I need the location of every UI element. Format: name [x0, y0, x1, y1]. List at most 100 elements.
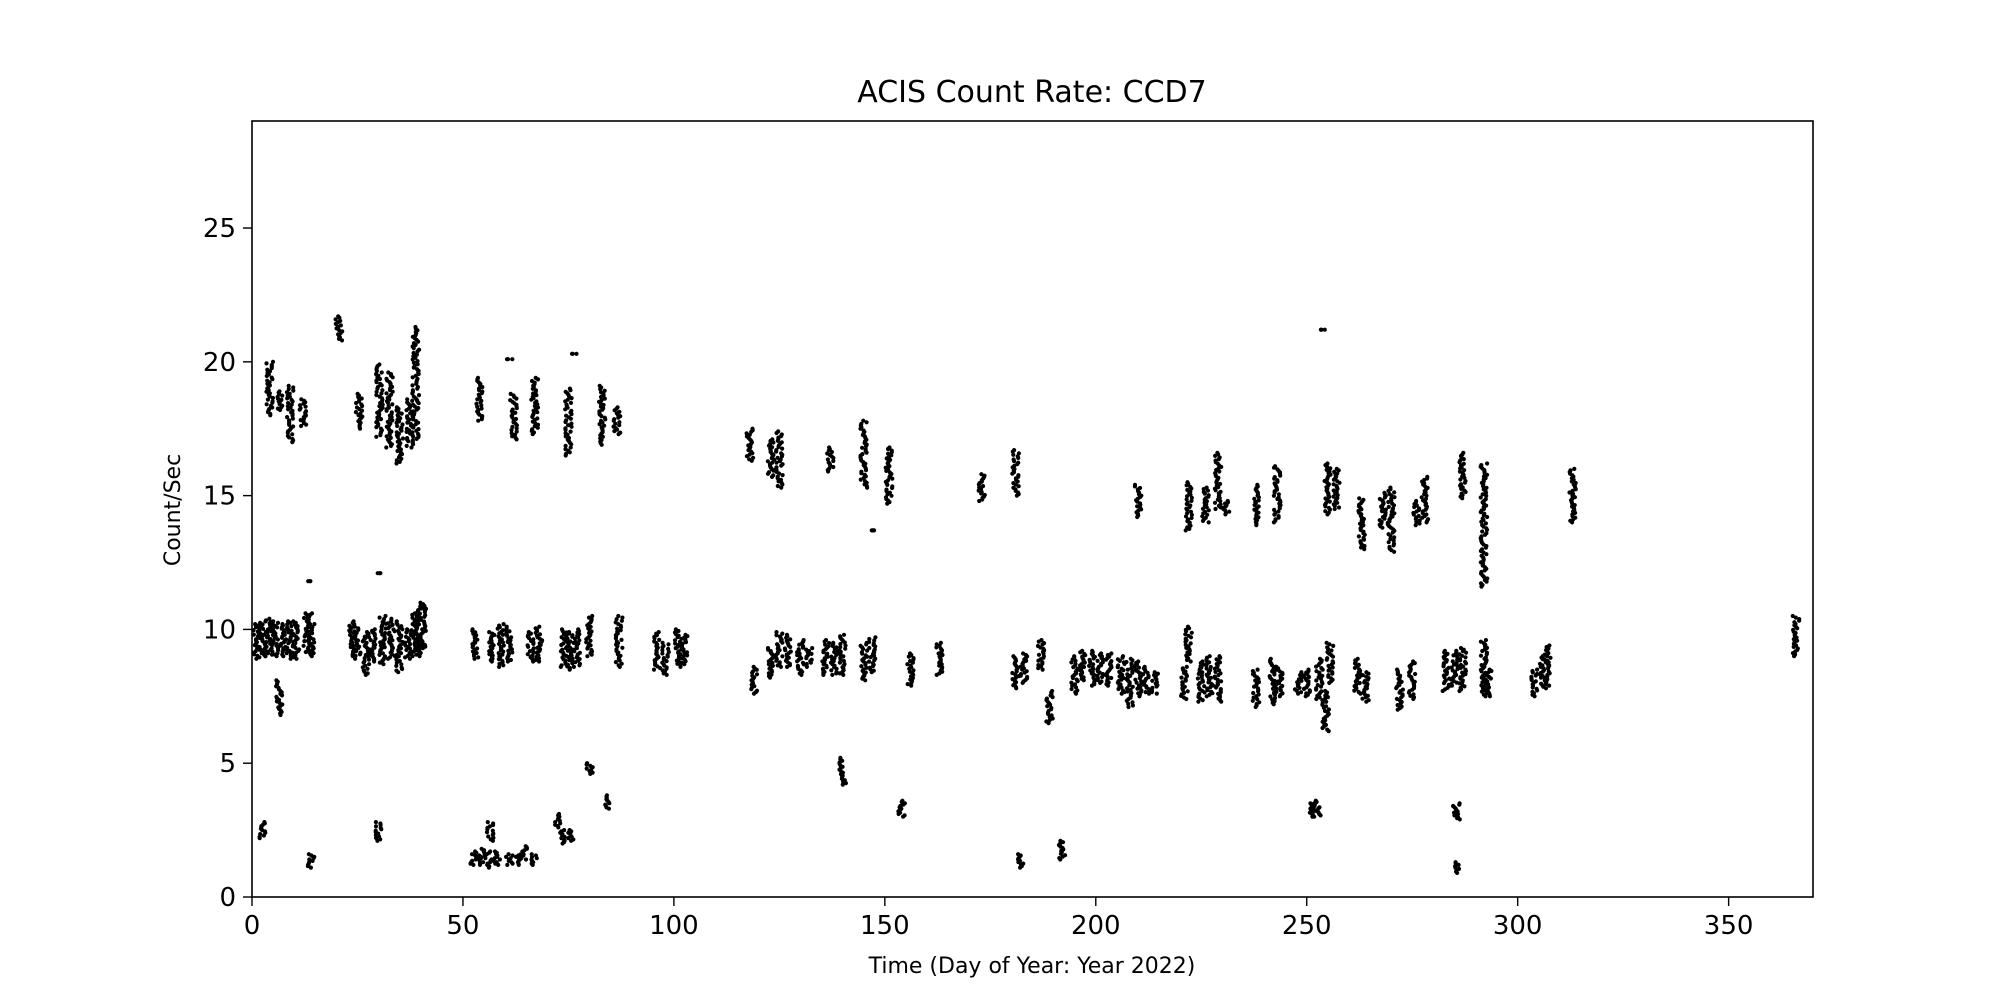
data-point	[1049, 713, 1054, 718]
data-point	[384, 376, 389, 381]
data-point	[613, 660, 619, 665]
data-point	[1273, 464, 1278, 469]
data-point	[1361, 523, 1366, 528]
data-point	[1571, 491, 1576, 497]
data-point	[577, 661, 583, 666]
data-point	[1387, 491, 1392, 497]
data-point	[1018, 672, 1024, 677]
data-point	[417, 616, 422, 621]
data-point	[1312, 807, 1317, 813]
data-point	[1126, 704, 1131, 710]
data-point	[1256, 498, 1261, 503]
data-point	[270, 399, 275, 404]
data-point	[1414, 498, 1419, 504]
data-point	[830, 672, 835, 678]
data-point	[1132, 482, 1138, 487]
data-point	[1534, 686, 1539, 692]
y-tick-label: 0	[219, 883, 236, 913]
data-point	[1454, 648, 1459, 653]
y-tick-label: 20	[203, 348, 236, 378]
data-point	[777, 660, 782, 665]
data-point	[1458, 477, 1463, 482]
data-point	[1227, 509, 1232, 514]
data-point	[660, 640, 665, 645]
data-point	[1217, 455, 1222, 460]
data-point	[258, 620, 263, 626]
data-point	[351, 619, 356, 624]
data-point	[804, 647, 809, 652]
data-point	[413, 324, 418, 330]
chart-title: ACIS Count Rate: CCD7	[857, 75, 1207, 110]
data-point	[291, 424, 296, 429]
data-point	[410, 383, 415, 388]
data-point	[534, 399, 539, 404]
data-point	[680, 641, 685, 646]
data-point	[505, 862, 510, 868]
data-point	[834, 645, 839, 650]
data-point	[883, 465, 888, 470]
data-point	[1185, 517, 1191, 522]
data-point	[399, 662, 404, 667]
data-point	[1480, 516, 1485, 521]
data-point	[1457, 801, 1462, 806]
data-point	[1251, 690, 1256, 696]
data-point	[1364, 674, 1369, 679]
x-tick-label: 350	[1704, 911, 1754, 941]
data-point	[827, 445, 832, 450]
data-point	[286, 630, 291, 635]
data-point	[1306, 667, 1311, 672]
data-point	[512, 432, 518, 437]
data-point	[383, 631, 388, 636]
data-point	[1136, 665, 1141, 670]
data-point	[1458, 685, 1463, 691]
data-point	[500, 632, 506, 637]
data-point	[469, 852, 475, 857]
data-point	[1087, 657, 1092, 663]
data-point	[1183, 642, 1188, 648]
data-point	[1044, 696, 1049, 701]
data-point	[263, 618, 269, 623]
data-point	[417, 347, 422, 352]
data-point	[1206, 493, 1211, 498]
data-point	[1326, 510, 1331, 515]
data-point	[1188, 484, 1193, 489]
data-point	[410, 438, 415, 443]
data-point	[1479, 569, 1484, 575]
data-point	[774, 460, 779, 465]
data-point	[612, 417, 617, 422]
data-point	[265, 367, 270, 372]
data-point	[660, 651, 665, 656]
data-point	[1463, 667, 1468, 672]
data-point	[1326, 707, 1331, 712]
data-point	[1797, 617, 1802, 622]
data-point	[1011, 481, 1016, 486]
data-point	[533, 626, 538, 631]
data-point	[872, 528, 877, 533]
data-point	[1016, 852, 1021, 857]
data-point	[1317, 656, 1323, 661]
data-point	[563, 451, 569, 456]
data-point	[286, 383, 291, 388]
data-point	[1044, 719, 1049, 724]
data-point	[1325, 727, 1330, 732]
data-point	[615, 626, 620, 631]
data-point	[378, 571, 383, 576]
data-point	[404, 426, 409, 431]
data-point	[1197, 685, 1202, 690]
data-point	[362, 659, 367, 664]
data-point	[1484, 485, 1489, 490]
data-point	[1214, 661, 1219, 667]
data-point	[1312, 814, 1317, 819]
data-point	[572, 636, 578, 641]
data-point	[1425, 474, 1430, 479]
data-point	[378, 821, 383, 826]
data-point	[274, 678, 279, 683]
data-point	[353, 653, 358, 658]
data-point	[754, 672, 760, 677]
data-point	[590, 613, 595, 619]
data-point	[1021, 861, 1026, 866]
data-point	[1120, 654, 1126, 659]
data-point	[377, 615, 382, 620]
data-point	[415, 376, 420, 381]
data-point	[1530, 668, 1535, 674]
